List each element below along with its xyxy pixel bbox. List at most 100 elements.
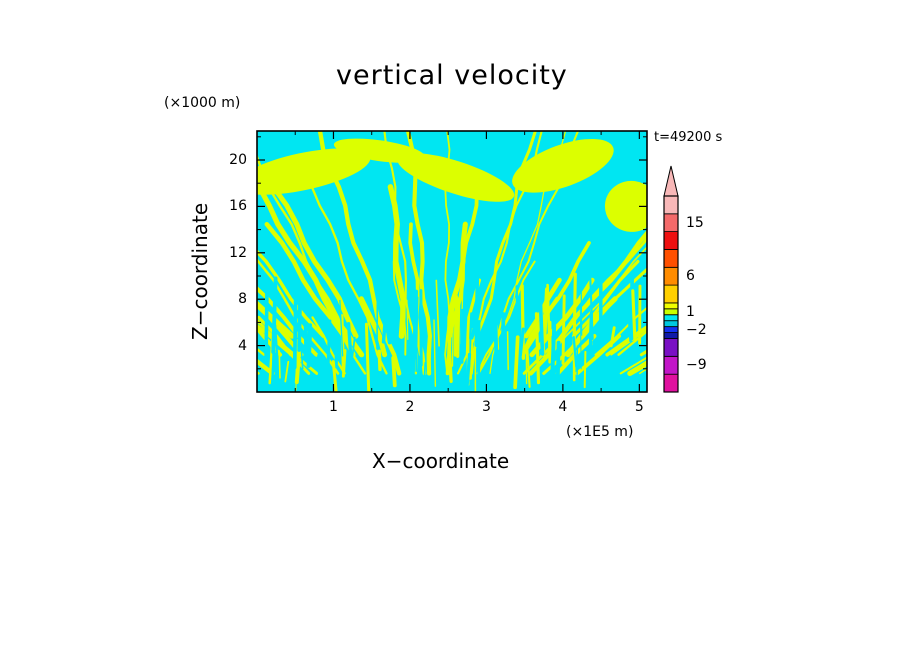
low-level-cell — [465, 352, 472, 392]
low-level-cell — [476, 345, 483, 369]
x-units-label: (×1E5 m) — [566, 424, 634, 440]
colorbar-swatch — [663, 308, 679, 316]
y-axis-label: Z−coordinate — [188, 202, 212, 340]
low-level-cell — [339, 299, 344, 357]
low-level-cell — [470, 318, 477, 340]
updraft-band — [257, 358, 275, 376]
y-tick-label: 12 — [229, 244, 247, 261]
low-level-cell — [413, 289, 419, 348]
colorbar-frame — [663, 195, 679, 393]
low-level-cell — [474, 276, 480, 347]
z-units-label: (×1000 m) — [164, 95, 241, 111]
updraft-band — [0, 131, 215, 355]
low-level-cell — [580, 279, 583, 336]
low-level-cell — [546, 283, 551, 354]
colorbar-swatch — [663, 338, 679, 357]
low-level-cell — [326, 319, 332, 366]
low-level-cell — [278, 349, 281, 379]
low-level-cell — [456, 297, 461, 358]
low-level-cell — [381, 313, 388, 344]
velocity-field — [0, 131, 904, 392]
colorbar-swatch — [663, 213, 679, 233]
colorbar-swatch — [663, 332, 679, 339]
low-level-cell — [331, 360, 338, 392]
colorbar-swatch — [663, 231, 679, 250]
low-level-cell — [435, 279, 440, 347]
colorbar-tick-label: 1 — [686, 303, 695, 320]
low-level-cell — [513, 335, 520, 390]
colorbar-swatch — [663, 355, 679, 375]
colorbar-extend-arrow — [663, 165, 679, 197]
low-level-cell — [631, 289, 637, 343]
low-level-cell — [453, 294, 459, 357]
updraft-patch — [512, 138, 614, 193]
updraft-band — [259, 165, 359, 339]
low-level-cell — [579, 306, 582, 370]
colorbar — [663, 165, 679, 393]
low-level-cell — [384, 322, 392, 345]
updraft-band — [697, 131, 904, 355]
updraft-patch — [257, 148, 371, 195]
updraft-band — [45, 262, 199, 355]
low-level-cell — [317, 353, 322, 382]
updraft-band — [38, 187, 253, 355]
colorbar-swatch — [663, 195, 679, 215]
low-level-cell — [561, 294, 566, 365]
low-level-cell — [556, 340, 561, 377]
updraft-band — [257, 285, 319, 357]
updraft-band — [257, 318, 319, 375]
updraft-band — [476, 260, 536, 375]
low-level-cell — [538, 286, 545, 356]
updraft-band — [594, 306, 647, 356]
updraft-band — [257, 370, 260, 375]
low-level-cell — [292, 293, 298, 370]
low-level-cell — [542, 287, 549, 343]
x-tick-label: 2 — [405, 399, 415, 415]
colorbar-swatch — [663, 314, 679, 322]
updraft-band — [520, 241, 591, 357]
low-level-cell — [264, 292, 269, 361]
y-tick-label: 20 — [229, 152, 247, 168]
low-level-cell — [520, 284, 526, 360]
updraft-band — [684, 168, 904, 354]
low-level-cell — [346, 321, 354, 368]
colorbar-tick-label: 6 — [686, 268, 695, 285]
low-level-cell — [422, 361, 427, 391]
updraft-band — [698, 131, 904, 355]
updraft-patch — [397, 153, 515, 202]
updraft-band — [257, 249, 325, 338]
updraft-band — [639, 367, 647, 375]
colorbar-swatch — [663, 320, 679, 328]
chart-title: vertical velocity — [336, 60, 568, 91]
plot-frame — [256, 130, 648, 393]
colorbar-swatch — [663, 249, 679, 268]
colorbar-tick-label: −2 — [686, 321, 707, 338]
low-level-cell — [294, 352, 301, 385]
low-level-cell — [519, 327, 525, 357]
updraft-band — [257, 179, 365, 358]
updraft-patch — [604, 180, 647, 232]
y-tick-label: 4 — [238, 337, 247, 354]
colorbar-tick-label: −9 — [686, 357, 707, 374]
low-level-cell — [446, 331, 453, 383]
low-level-cell — [433, 319, 437, 387]
low-level-cell — [506, 331, 509, 371]
updraft-band — [617, 329, 647, 356]
low-level-cell — [303, 325, 308, 360]
low-level-cell — [391, 356, 397, 388]
updraft-band — [358, 296, 388, 358]
x-axis-label: X−coordinate — [372, 449, 510, 473]
low-level-cell — [306, 325, 313, 368]
colorbar-swatch — [663, 266, 679, 286]
low-level-cell — [428, 341, 432, 374]
updraft-band — [21, 131, 248, 336]
updraft-band — [672, 131, 904, 373]
colorbar-tick-label: 15 — [686, 214, 704, 231]
low-level-cell — [609, 326, 616, 348]
low-level-cell — [627, 319, 632, 343]
low-level-cell — [572, 335, 578, 368]
x-tick-label: 4 — [558, 399, 568, 415]
updraft-band — [726, 299, 843, 355]
low-level-cell — [588, 311, 594, 351]
